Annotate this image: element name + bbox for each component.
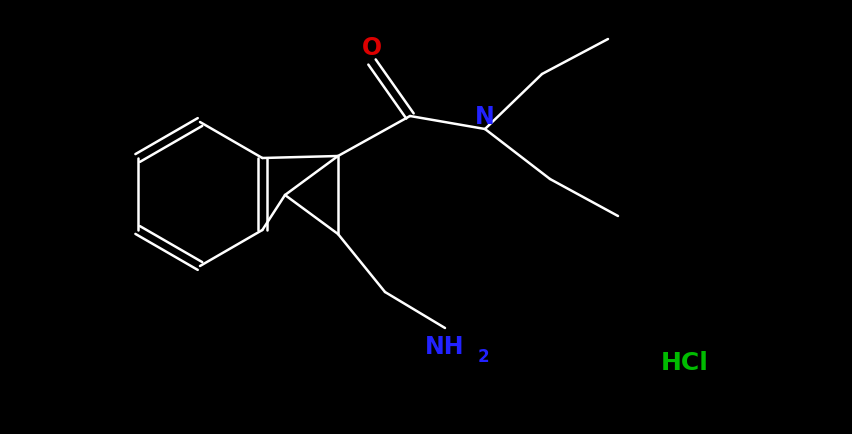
Text: 2: 2 <box>476 347 488 365</box>
Text: N: N <box>475 105 494 129</box>
Text: HCl: HCl <box>660 350 708 374</box>
Text: NH: NH <box>425 334 464 358</box>
Text: O: O <box>361 36 382 60</box>
